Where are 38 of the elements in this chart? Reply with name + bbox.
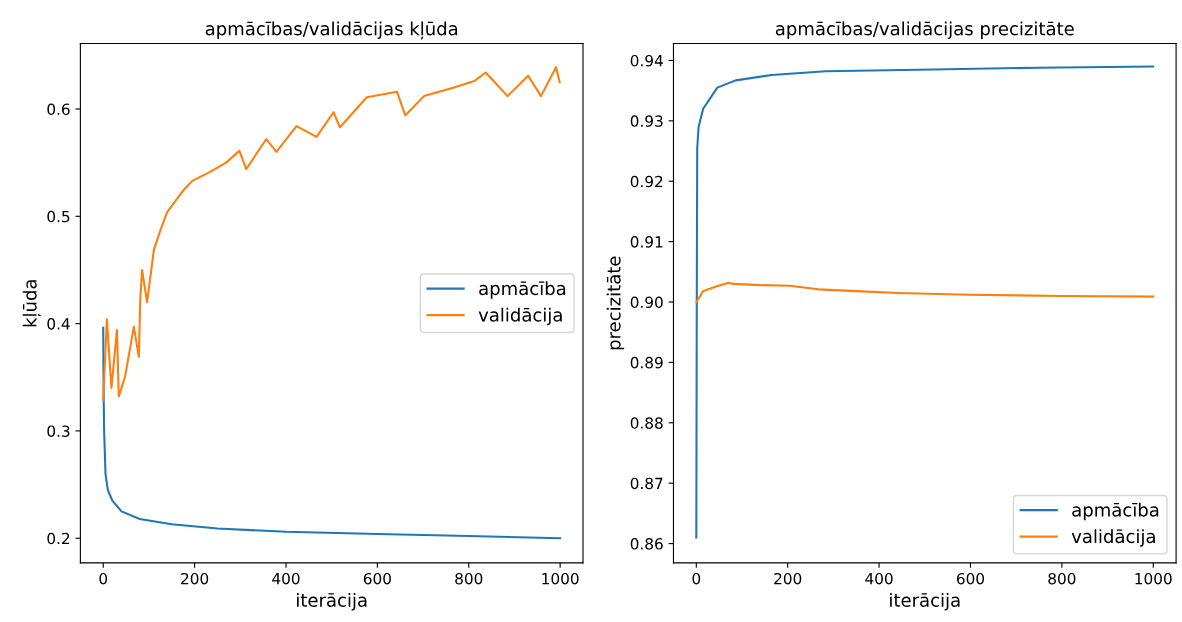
legend-label: apmācība xyxy=(1072,502,1159,521)
y-tick-label: 0.90 xyxy=(630,296,663,309)
x-tick-label: 600 xyxy=(363,572,391,585)
legend-label: apmācība xyxy=(479,281,566,299)
legend-label: validācija xyxy=(478,307,562,326)
chart-title: apmācības/validācijas precizitāte xyxy=(775,21,1074,39)
line-series xyxy=(695,281,1155,304)
y-tick-label: 0.89 xyxy=(630,356,663,369)
y-tick-label: 0.4 xyxy=(47,318,70,330)
legend-label: validācija xyxy=(1071,529,1155,547)
x-tick-label: 200 xyxy=(774,572,802,585)
y-axis-title: precizitāte xyxy=(606,256,625,350)
x-tick-label: 1000 xyxy=(1135,572,1172,585)
x-tick-label: 800 xyxy=(455,572,483,585)
y-tick-label: 0.86 xyxy=(630,538,663,550)
x-tick-label: 0 xyxy=(99,572,108,585)
x-tick-label: 600 xyxy=(956,572,985,585)
x-tick-label: 400 xyxy=(272,572,300,585)
y-tick-label: 0.87 xyxy=(630,477,663,490)
y-tick-label: 0.91 xyxy=(630,236,663,248)
x-tick-label: 0 xyxy=(692,572,701,585)
y-tick-label: 0.88 xyxy=(630,417,663,429)
y-tick-label: 0.94 xyxy=(630,54,663,67)
y-axis-title: kļūda xyxy=(22,280,41,327)
x-tick-label: 1000 xyxy=(542,572,579,585)
x-axis-title: iterācija xyxy=(297,592,367,611)
y-tick-label: 0.5 xyxy=(47,210,70,223)
y-tick-label: 0.2 xyxy=(47,532,70,545)
y-tick-label: 0.3 xyxy=(47,425,70,437)
chart-title: apmācības/validācijas kļūda xyxy=(205,21,458,40)
x-tick-label: 400 xyxy=(865,572,893,585)
line-series xyxy=(102,326,562,540)
y-tick-label: 0.93 xyxy=(630,115,663,127)
x-axis-title: iterācija xyxy=(890,592,960,611)
y-tick-label: 0.92 xyxy=(630,175,663,188)
y-tick-label: 0.6 xyxy=(47,103,70,116)
x-tick-label: 800 xyxy=(1048,572,1076,585)
x-tick-label: 200 xyxy=(181,572,209,585)
